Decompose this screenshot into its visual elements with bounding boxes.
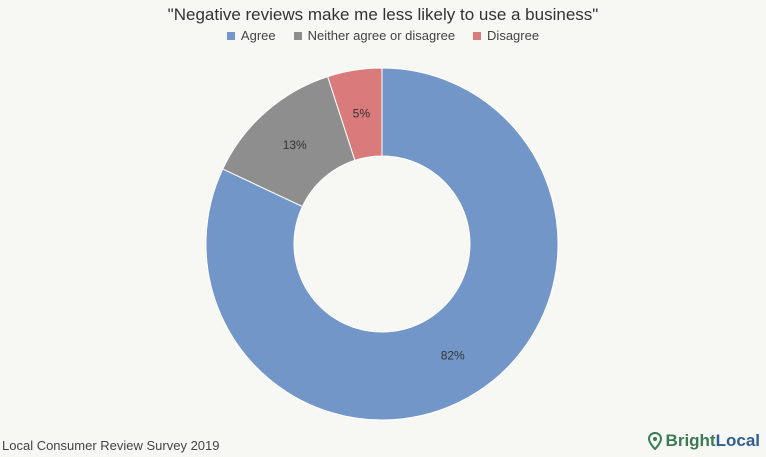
brand-name-part2: Local — [715, 431, 760, 450]
slice-agree — [205, 67, 559, 421]
brand-name-part1: Bright — [665, 431, 716, 450]
slice-label-disagree: 5% — [353, 107, 371, 121]
slice-label-agree: 82% — [441, 348, 465, 362]
legend-item-disagree: Disagree — [473, 28, 539, 43]
map-pin-icon — [647, 432, 662, 450]
legend-swatch-disagree — [473, 31, 482, 40]
chart-title: "Negative reviews make me less likely to… — [167, 5, 599, 24]
legend-swatch-neither — [293, 31, 302, 40]
legend-item-agree: Agree — [226, 28, 276, 43]
legend-item-neither: Neither agree or disagree — [293, 28, 456, 43]
footer-source: Local Consumer Review Survey 2019 — [2, 438, 220, 453]
brand-logo: BrightLocal — [647, 431, 760, 451]
legend-swatch-agree — [226, 31, 235, 40]
chart-legend: Agree Neither agree or disagree Disagree — [0, 28, 766, 43]
legend-label-neither: Neither agree or disagree — [307, 28, 456, 43]
slice-label-neither: 13% — [283, 138, 307, 152]
legend-label-disagree: Disagree — [487, 28, 540, 43]
legend-label-agree: Agree — [240, 28, 276, 43]
